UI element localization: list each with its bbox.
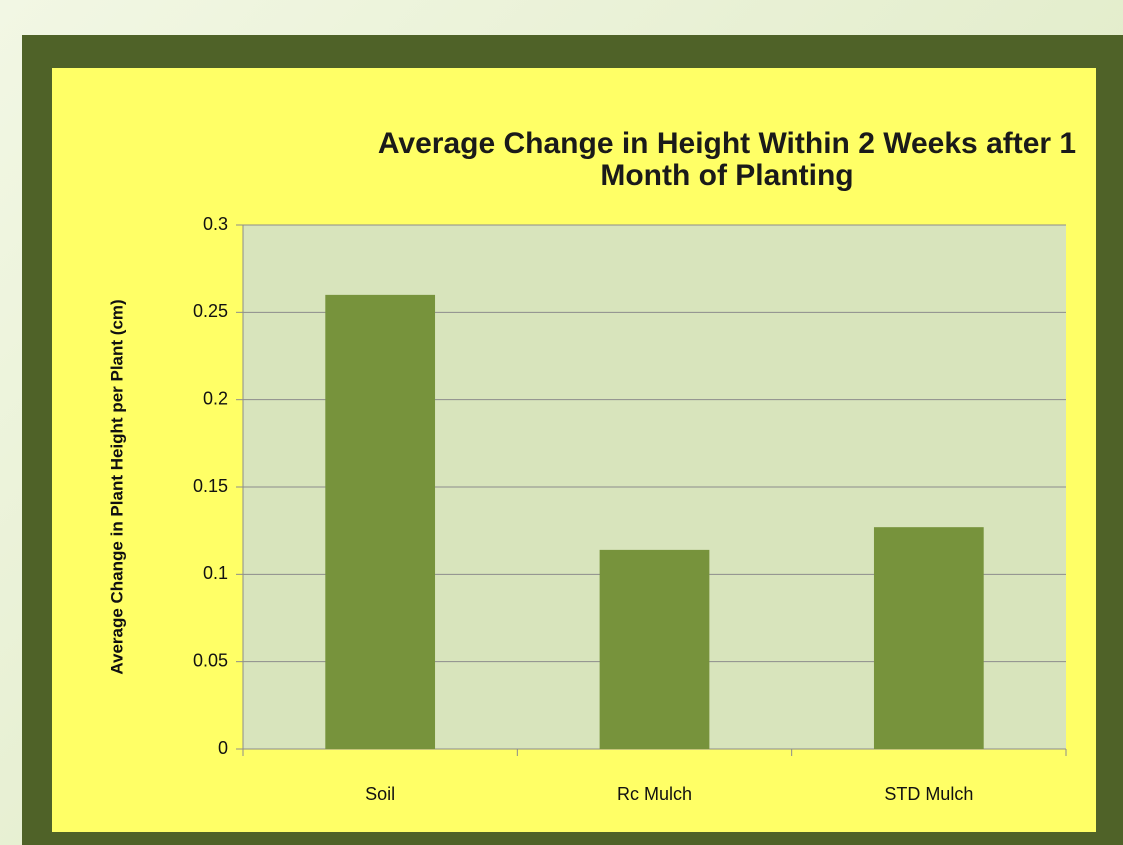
y-tick-label: 0.05 — [193, 650, 228, 670]
x-tick-label: STD Mulch — [884, 784, 973, 804]
y-tick-label: 0 — [218, 738, 228, 758]
y-tick-label: 0.15 — [193, 476, 228, 496]
bar — [325, 294, 436, 749]
y-tick-label: 0.3 — [203, 214, 228, 234]
x-tick-label: Rc Mulch — [617, 784, 692, 804]
bar — [873, 527, 984, 749]
y-axis-label: Average Change in Plant Height per Plant… — [107, 299, 126, 674]
bar — [599, 549, 710, 749]
chart-title: Average Change in Height Within 2 Weeks … — [377, 127, 1077, 192]
y-tick-label: 0.2 — [203, 388, 228, 408]
y-tick-label: 0.1 — [203, 563, 228, 583]
x-tick-label: Soil — [365, 784, 395, 804]
y-tick-label: 0.25 — [193, 301, 228, 321]
